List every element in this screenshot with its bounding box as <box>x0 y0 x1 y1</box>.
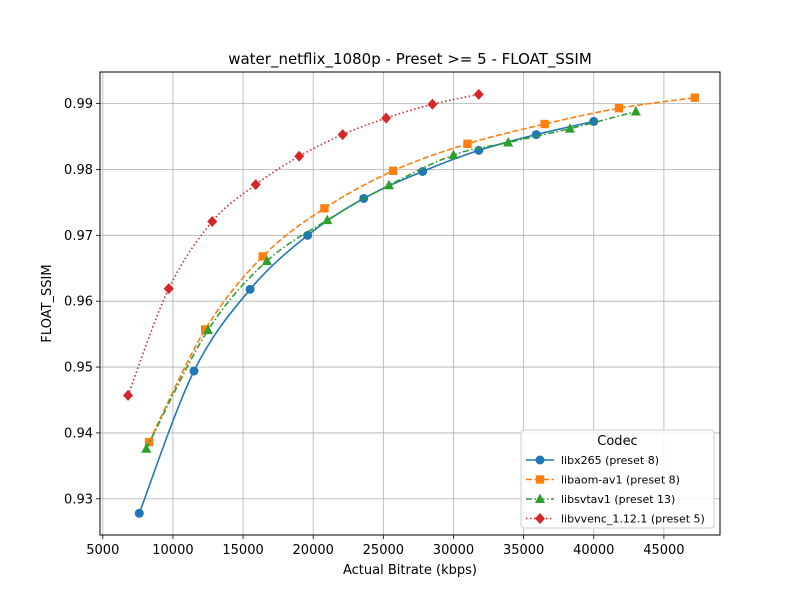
data-point <box>250 179 261 191</box>
x-tick-label: 25000 <box>363 543 404 558</box>
legend-item: libaom-av1 (preset 8) <box>526 474 680 487</box>
data-point <box>503 136 514 147</box>
data-point <box>448 149 459 159</box>
y-tick-label: 0.99 <box>64 97 93 112</box>
legend-marker <box>535 513 545 524</box>
y-tick-label: 0.98 <box>64 163 93 178</box>
legend-label: libaom-av1 (preset 8) <box>561 474 680 487</box>
data-point <box>614 104 624 113</box>
x-tick-label: 15000 <box>222 543 263 558</box>
plot-frame <box>99 71 721 536</box>
series-4 <box>123 88 484 401</box>
data-point <box>320 204 329 213</box>
data-point <box>144 437 154 447</box>
y-tick-label: 0.97 <box>64 229 93 244</box>
legend-marker <box>535 475 545 484</box>
data-point <box>474 145 484 155</box>
data-point <box>564 123 575 133</box>
chart-title: water_netflix_1080p - Preset >= 5 - FLOA… <box>228 50 592 69</box>
y-axis-title: FLOAT_SSIM <box>40 264 55 342</box>
legend-marker <box>535 455 545 465</box>
data-point <box>123 389 134 401</box>
data-point <box>381 112 392 124</box>
legend-title: Codec <box>597 434 637 449</box>
y-tick-label: 0.95 <box>64 361 93 376</box>
x-tick-label: 45000 <box>643 543 684 558</box>
x-tick-label: 40000 <box>573 543 614 558</box>
series-3 <box>141 106 641 453</box>
data-point <box>589 116 599 126</box>
data-point <box>388 166 398 175</box>
data-point <box>473 88 484 100</box>
data-point <box>630 106 641 116</box>
data-point <box>690 93 699 102</box>
legend-label: libsvtav1 (preset 13) <box>561 493 675 506</box>
x-tick-label: 35000 <box>503 543 544 558</box>
data-point <box>134 508 144 518</box>
data-point <box>294 150 305 162</box>
series-group <box>123 88 699 518</box>
x-tick-label: 10000 <box>152 543 193 558</box>
y-tick-label: 0.94 <box>64 426 93 441</box>
series-line <box>127 93 479 396</box>
data-point <box>427 98 438 110</box>
data-point <box>463 139 472 148</box>
data-point <box>531 130 541 140</box>
legend-marker <box>535 493 545 503</box>
legend-item: libx265 (preset 8) <box>526 454 659 467</box>
data-point <box>189 366 199 376</box>
data-point <box>261 255 272 266</box>
legend-label: libvvenc_1.12.1 (preset 5) <box>561 513 705 526</box>
x-tick-label: 20000 <box>293 543 334 558</box>
data-point <box>383 179 394 190</box>
legend-item: libsvtav1 (preset 13) <box>526 493 675 506</box>
legend: Codec libx265 (preset 8) libaom-av1 (prese… <box>520 429 715 529</box>
data-point <box>163 283 174 295</box>
legend-box <box>520 429 715 529</box>
x-tick-label: 5000 <box>86 543 119 558</box>
data-point <box>322 214 333 225</box>
data-point <box>245 284 255 294</box>
data-point <box>207 216 218 228</box>
data-point <box>258 252 267 261</box>
data-point <box>540 119 549 129</box>
axis-ticks: 5000 10000 15000 20000 25000 30000 35000 40000 4… <box>64 97 685 558</box>
x-axis-title: Actual Bitrate (kbps) <box>343 563 477 578</box>
legend-label: libx265 (preset 8) <box>561 454 659 467</box>
y-tick-label: 0.93 <box>64 492 93 507</box>
data-point <box>201 325 210 334</box>
legend-item: libvvenc_1.12.1 (preset 5) <box>526 513 705 526</box>
data-point <box>141 443 152 453</box>
data-point <box>203 324 214 335</box>
data-point <box>337 129 348 141</box>
data-point <box>418 166 428 176</box>
data-point <box>303 230 313 240</box>
x-tick-label: 30000 <box>433 543 474 558</box>
y-tick-label: 0.96 <box>64 295 93 310</box>
